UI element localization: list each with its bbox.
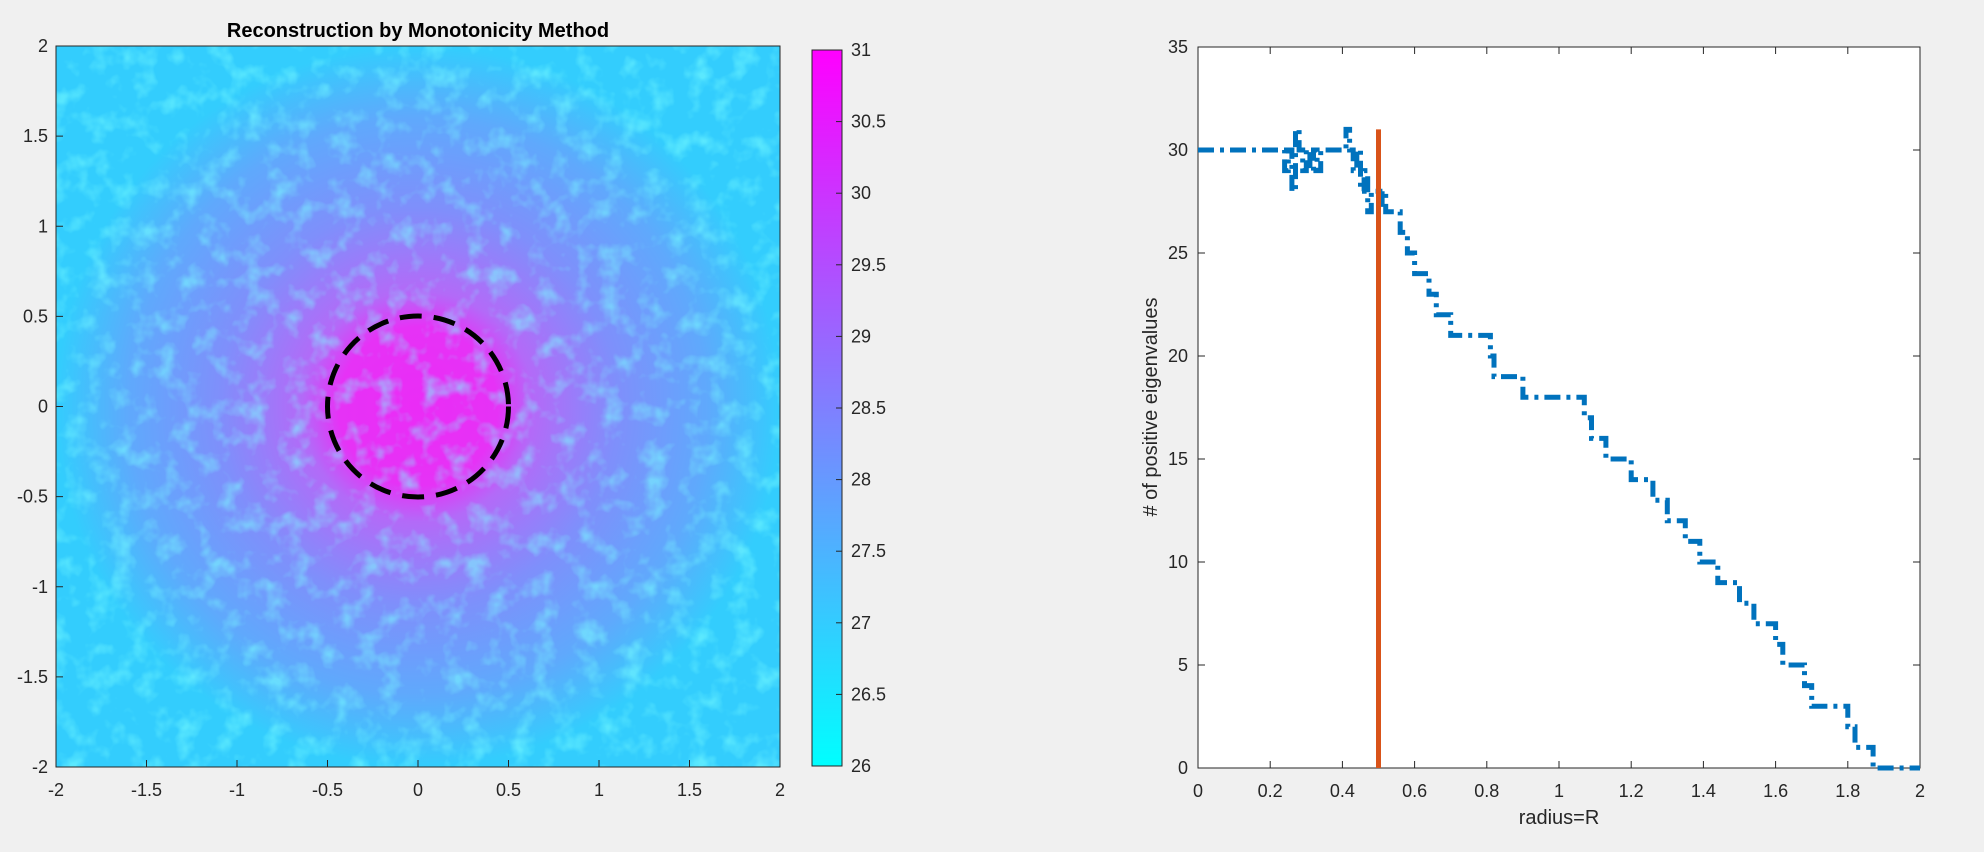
colorbar-tick-label: 26 [851, 756, 871, 776]
line-y-tick-label: 5 [1178, 655, 1188, 675]
heatmap-x-tick-label: 1 [594, 780, 604, 800]
colorbar-tick-label: 27.5 [851, 541, 886, 561]
colorbar-tick-label: 28.5 [851, 398, 886, 418]
line-series-group [1198, 126, 1920, 771]
heatmap-x-tick-label: -0.5 [312, 780, 343, 800]
line-x-tick-label: 1 [1554, 781, 1564, 801]
y-axis-label: # of positive eigenvalues [1140, 297, 1162, 516]
heatmap-x-tick-label: 0.5 [496, 780, 521, 800]
heatmap-x-tick-label: 1.5 [677, 780, 702, 800]
line-plot-area [1197, 46, 1921, 769]
heatmap-title: Reconstruction by Monotonicity Method [227, 20, 609, 42]
colorbar-tick-label: 29 [851, 326, 871, 346]
line-chart: 0 0.2 0.4 0.6 0.8 1 1.2 1.4 1.6 1.8 2 0 5 10 15 20 25 30… [1140, 37, 1925, 829]
heatmap-y-ticks: 2 1.5 1 0.5 0 -0.5 -1 -1.5 -2 [17, 36, 63, 777]
line-x-tick-label: 0.6 [1402, 781, 1427, 801]
heatmap-y-tick-label: 1 [38, 216, 48, 236]
line-y-tick-label: 15 [1168, 449, 1188, 469]
line-x-tick-label: 2 [1915, 781, 1925, 801]
heatmap-chart: Reconstruction by Monotonicity Method -2… [17, 20, 785, 800]
annotation-circle [325, 313, 511, 500]
line-y-tick-label: 20 [1168, 346, 1188, 366]
heatmap-x-tick-label: 0 [413, 780, 423, 800]
heatmap-x-ticks: -2 -1.5 -1 -0.5 0 0.5 1 1.5 2 [48, 760, 785, 800]
line-x-tick-label: 0.8 [1474, 781, 1499, 801]
line-x-tick-label: 1.4 [1691, 781, 1716, 801]
heatmap-plot-area [56, 46, 780, 767]
heatmap-noise [56, 46, 780, 767]
line-x-tick-label: 0 [1193, 781, 1203, 801]
heatmap-x-tick-label: -1.5 [131, 780, 162, 800]
colorbar-ticks: 31 30.5 30 29.5 29 28.5 28 27.5 27 26.5 26 [836, 40, 886, 776]
heatmap-y-tick-label: -1.5 [17, 667, 48, 687]
colorbar-tick-label: 31 [851, 40, 871, 60]
colorbar: 31 30.5 30 29.5 29 28.5 28 27.5 27 26.5 26 [811, 40, 886, 776]
heatmap-x-tick-label: -2 [48, 780, 64, 800]
colorbar-tick-label: 28 [851, 470, 871, 490]
line-y-tick-label: 35 [1168, 37, 1188, 57]
heatmap-y-tick-label: 2 [38, 36, 48, 56]
heatmap-y-tick-label: -0.5 [17, 487, 48, 507]
colorbar-tick-label: 26.5 [851, 684, 886, 704]
line-y-ticks: 0 5 10 15 20 25 30 35 [1168, 37, 1920, 778]
line-x-tick-label: 1.6 [1763, 781, 1788, 801]
line-x-tick-label: 1.2 [1619, 781, 1644, 801]
line-x-ticks: 0 0.2 0.4 0.6 0.8 1 1.2 1.4 1.6 1.8 2 [1193, 47, 1925, 801]
colorbar-tick-label: 29.5 [851, 255, 886, 275]
colorbar-tick-label: 27 [851, 613, 871, 633]
line-y-tick-label: 25 [1168, 243, 1188, 263]
line-x-tick-label: 0.2 [1258, 781, 1283, 801]
colorbar-tick-label: 30.5 [851, 112, 886, 132]
heatmap-y-tick-label: 0 [38, 397, 48, 417]
heatmap-y-tick-label: -1 [32, 577, 48, 597]
line-y-tick-label: 30 [1168, 140, 1188, 160]
eigenvalue-count-line [1198, 126, 1920, 771]
line-y-tick-label: 10 [1168, 552, 1188, 572]
colorbar-tick-label: 30 [851, 183, 871, 203]
line-y-tick-label: 0 [1178, 758, 1188, 778]
line-x-tick-label: 1.8 [1835, 781, 1860, 801]
heatmap-x-tick-label: 2 [775, 780, 785, 800]
heatmap-y-tick-label: -2 [32, 757, 48, 777]
heatmap-x-tick-label: -1 [229, 780, 245, 800]
x-axis-label: radius=R [1519, 807, 1600, 829]
line-x-tick-label: 0.4 [1330, 781, 1355, 801]
heatmap-y-tick-label: 1.5 [23, 126, 48, 146]
heatmap-y-tick-label: 0.5 [23, 306, 48, 326]
